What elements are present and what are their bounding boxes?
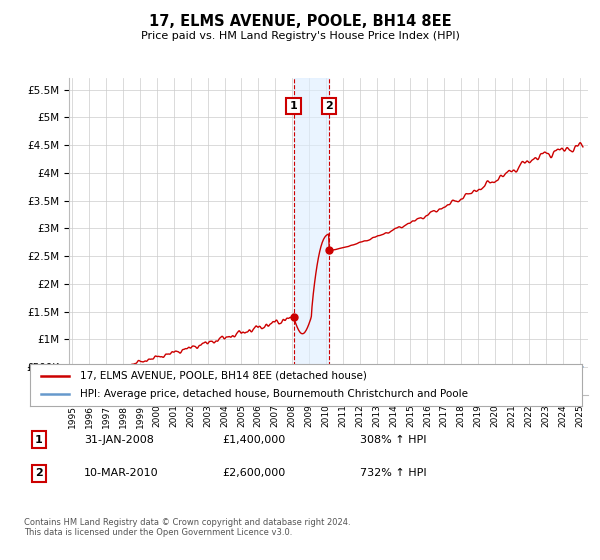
Text: 1: 1	[35, 435, 43, 445]
Text: 17, ELMS AVENUE, POOLE, BH14 8EE: 17, ELMS AVENUE, POOLE, BH14 8EE	[149, 14, 451, 29]
Text: £1,400,000: £1,400,000	[222, 435, 285, 445]
Text: 308% ↑ HPI: 308% ↑ HPI	[360, 435, 427, 445]
Text: 732% ↑ HPI: 732% ↑ HPI	[360, 468, 427, 478]
Text: 2: 2	[35, 468, 43, 478]
Text: HPI: Average price, detached house, Bournemouth Christchurch and Poole: HPI: Average price, detached house, Bour…	[80, 389, 467, 399]
Text: 10-MAR-2010: 10-MAR-2010	[84, 468, 158, 478]
Bar	[293, 78, 329, 395]
Text: 1: 1	[290, 101, 298, 111]
Text: £2,600,000: £2,600,000	[222, 468, 285, 478]
Text: Price paid vs. HM Land Registry's House Price Index (HPI): Price paid vs. HM Land Registry's House …	[140, 31, 460, 41]
Text: 17, ELMS AVENUE, POOLE, BH14 8EE (detached house): 17, ELMS AVENUE, POOLE, BH14 8EE (detach…	[80, 371, 367, 381]
Text: 31-JAN-2008: 31-JAN-2008	[84, 435, 154, 445]
Text: 2: 2	[325, 101, 333, 111]
Text: Contains HM Land Registry data © Crown copyright and database right 2024.
This d: Contains HM Land Registry data © Crown c…	[24, 518, 350, 538]
